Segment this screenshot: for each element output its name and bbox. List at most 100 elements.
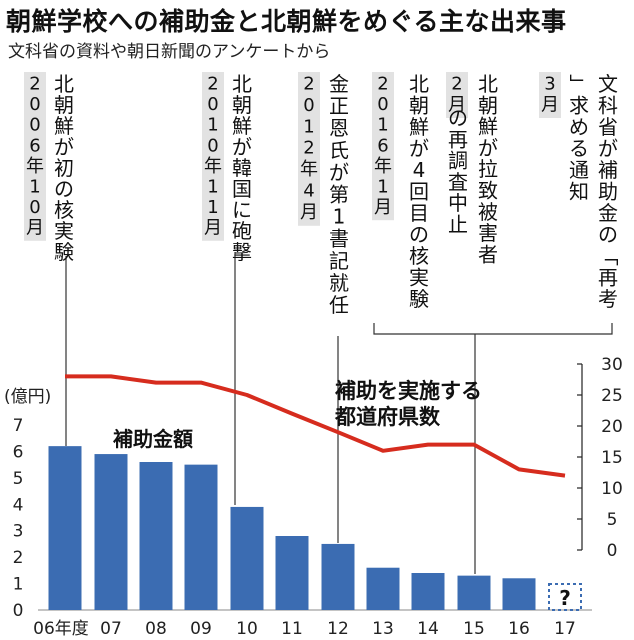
event-date-background (24, 72, 46, 241)
event-date: 1 (303, 116, 314, 137)
event-date: 月 (448, 95, 466, 116)
event-text: 回 (409, 180, 429, 204)
bar (275, 536, 309, 610)
event-text: 恩 (329, 116, 349, 140)
event-date: 2 (377, 74, 388, 95)
left-axis-tick: 4 (13, 495, 24, 515)
event-text: の (409, 223, 429, 247)
event-date: 6 (377, 135, 388, 156)
event-date: 0 (207, 94, 218, 115)
unknown-bar-marker: ? (559, 586, 571, 610)
bar (502, 578, 536, 610)
event-text: 氏 (329, 138, 349, 162)
event-text: 鮮 (409, 115, 429, 139)
event-text: 査 (448, 170, 468, 194)
x-axis-tick: 07 (100, 619, 122, 639)
right-axis-tick: 25 (601, 386, 623, 406)
event-date: 年 (204, 156, 222, 177)
event-date: 6 (29, 135, 40, 156)
event-text: の (54, 177, 74, 201)
left-axis-tick: 5 (13, 469, 24, 489)
event-date-background (372, 72, 394, 221)
event-text: の (448, 106, 468, 130)
right-axis-tick: 0 (607, 541, 618, 561)
right-axis-tick: 10 (601, 479, 623, 499)
left-axis-tick: 1 (13, 575, 24, 595)
event-date: 1 (207, 177, 218, 198)
x-axis-tick: 11 (281, 619, 303, 639)
x-axis-tick: 09 (190, 619, 212, 639)
event-text: 止 (448, 213, 468, 237)
event-date: 月 (374, 197, 392, 218)
event-date: 月 (300, 202, 318, 223)
event-date: 0 (29, 94, 40, 115)
event-text: 記 (329, 249, 349, 273)
event-text: 省 (598, 115, 618, 139)
event-text: 国 (232, 177, 252, 201)
event-text: 正 (329, 94, 349, 118)
left-axis-tick: 7 (13, 416, 24, 436)
event-text: 実 (54, 219, 74, 243)
event-date: 1 (377, 177, 388, 198)
event-text: が (598, 137, 618, 161)
left-axis-tick: 0 (13, 601, 24, 621)
event-date: 2 (29, 74, 40, 95)
bar (457, 575, 491, 610)
event-text: 北 (478, 72, 498, 96)
event-date: 1 (207, 115, 218, 136)
right-axis-tick: 15 (601, 448, 623, 468)
event-text: 中 (448, 191, 468, 215)
event-text: 初 (54, 156, 74, 180)
event-text: 金 (329, 72, 349, 96)
bar (48, 446, 82, 610)
event-date: 0 (303, 95, 314, 116)
event-date: 年 (374, 156, 392, 177)
x-axis-tick: 14 (417, 619, 439, 639)
event-text: 朝 (232, 93, 252, 117)
event-date: 月 (204, 218, 222, 239)
x-axis-tick: 08 (145, 619, 167, 639)
left-axis-unit: (億円) (4, 387, 51, 407)
event-text: め (569, 115, 589, 139)
event-text: が (329, 160, 349, 184)
event-text: 鮮 (478, 115, 498, 139)
bar (139, 462, 173, 610)
event-text: 験 (409, 287, 429, 311)
x-axis-tick: 06年度 (33, 619, 89, 639)
event-text: 韓 (232, 156, 252, 180)
bar (94, 454, 128, 610)
event-date: 0 (207, 135, 218, 156)
event-text: 就 (329, 271, 349, 295)
bar-series-label: 補助金額 (112, 427, 193, 451)
event-date: 2 (207, 74, 218, 95)
event-text: 第 (329, 183, 349, 207)
event-date-background (202, 72, 224, 241)
event-text: 」 (567, 74, 591, 94)
event-text: が (232, 135, 252, 159)
unknown-bar-box (548, 583, 582, 611)
event-text: 補 (598, 158, 618, 182)
event-text: 調 (448, 149, 468, 173)
x-axis-tick: 12 (327, 619, 349, 639)
event-text: 科 (598, 94, 618, 118)
event-date: 1 (207, 197, 218, 218)
event-date: 月 (541, 95, 559, 116)
event-text: 鮮 (54, 114, 74, 138)
event-text: 験 (54, 240, 74, 264)
event-text: 実 (409, 266, 429, 290)
event-text: 害 (478, 221, 498, 245)
event-text: 任 (329, 293, 349, 317)
chart-subtitle: 文科省の資料や朝日新聞のアンケートから (8, 42, 331, 62)
prefectures-line (65, 374, 566, 478)
event-text: 被 (478, 200, 498, 224)
event-text: 目 (409, 201, 429, 225)
event-date: 0 (29, 115, 40, 136)
event-date: 1 (29, 177, 40, 198)
event-date-background (446, 72, 468, 118)
bar (366, 567, 400, 610)
x-axis-tick: 17 (554, 619, 576, 639)
event-date: 年 (300, 159, 318, 180)
event-date-background (298, 72, 320, 226)
event-text: 核 (54, 198, 74, 222)
